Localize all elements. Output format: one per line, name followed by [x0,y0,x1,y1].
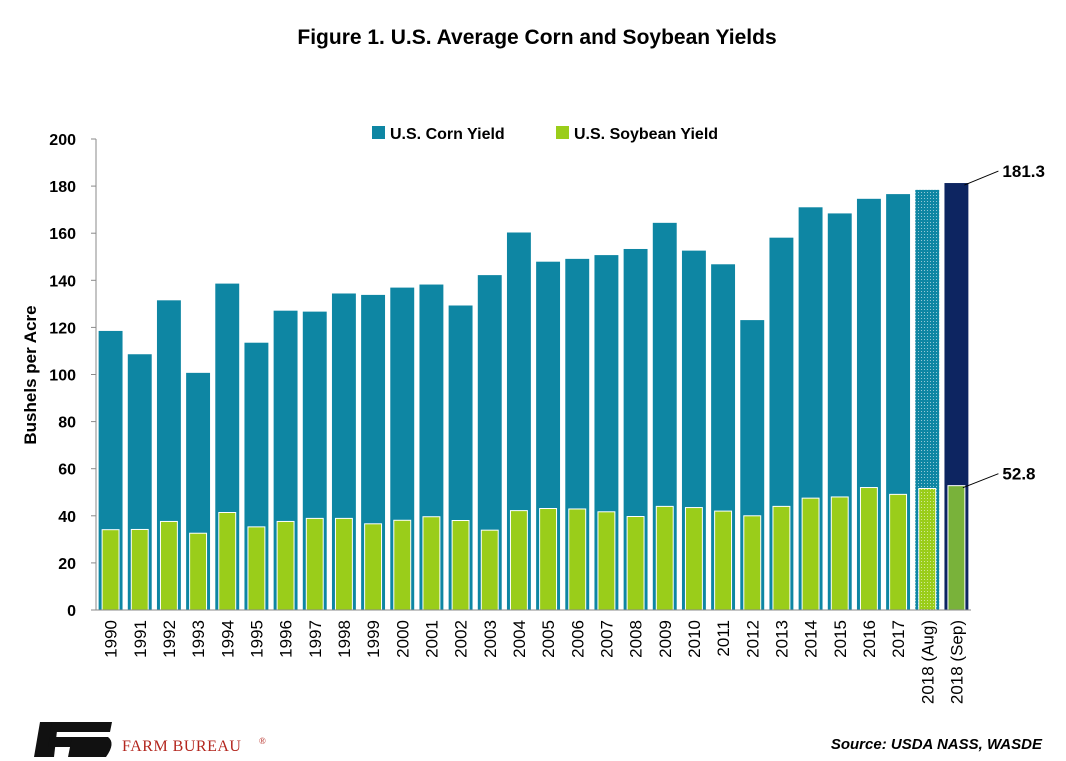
soybean-bar-2018 (Aug) [918,487,937,611]
x-tick-label: 1991 [131,620,150,658]
x-tick-label: 1994 [218,620,237,658]
y-tick-label: 80 [58,415,76,432]
legend-label-corn: U.S. Corn Yield [390,126,505,143]
x-tick-label: 2001 [422,620,441,658]
soybean-bar-2003 [480,529,499,611]
y-tick-label: 60 [58,462,76,479]
soybean-bar-1993 [189,532,208,611]
soybean-bar-2016 [859,487,878,611]
soybean-bar-2007 [597,511,616,611]
x-tick-label: 2016 [860,620,879,658]
soybean-bar-1997 [305,517,324,611]
y-tick-label: 20 [58,556,76,573]
soybean-bar-1996 [276,520,295,611]
soybean-bar-2013 [772,505,791,611]
x-tick-label: 2005 [539,620,558,658]
y-tick-label: 180 [49,179,76,196]
x-tick-label: 2004 [510,620,529,658]
callout-corn-value: 181.3 [1002,162,1045,181]
soybean-bar-2004 [509,510,528,611]
legend-swatch-corn [372,126,385,139]
legend: U.S. Corn Yield U.S. Soybean Yield [372,126,718,143]
source-note: Source: USDA NASS, WASDE [831,736,1043,753]
soybean-bar-1995 [247,526,266,611]
x-tick-label: 2012 [743,620,762,658]
soybean-bar-2017 [889,493,908,611]
callout-line-corn [964,170,999,186]
x-tick-label: 1990 [102,620,121,658]
y-tick-label: 100 [49,368,76,385]
callout-soybean-value: 52.8 [1002,465,1035,484]
x-tick-label: 2013 [772,620,791,658]
soybean-bar-2010 [684,507,703,611]
x-tick-label: 2002 [452,620,471,658]
soybean-bar-1991 [130,528,149,611]
soybean-bar-2006 [568,508,587,611]
soybean-bar-1992 [159,520,178,611]
registered-mark: ® [259,736,266,746]
chart-title: Figure 1. U.S. Average Corn and Soybean … [297,26,776,49]
corn-bar-2003 [477,275,502,610]
soybean-bar-2011 [714,510,733,611]
x-tick-label: 2008 [627,620,646,658]
soybean-bar-1994 [218,512,237,611]
y-axis-label: Bushels per Acre [21,305,40,444]
soybean-bar-2014 [801,497,820,611]
y-tick-label: 140 [49,273,76,290]
callouts: 181.3 52.8 [962,162,1045,489]
soybean-bar-1990 [101,529,120,611]
x-tick-label: 1996 [277,620,296,658]
soybean-bar-2012 [743,515,762,611]
x-tick-label: 2010 [685,620,704,658]
x-tick-label: 2017 [889,620,908,658]
x-tick-label: 2015 [831,620,850,658]
farm-bureau-name: FARM BUREAU [122,738,241,755]
y-tick-label: 0 [67,603,76,620]
x-axis: 1990 1991 1992 1993 1994 1995 1996 1997 1998 1999… [96,609,971,704]
x-tick-label: 2006 [568,620,587,658]
y-tick-label: 200 [49,132,76,149]
x-tick-label: 1995 [247,620,266,658]
soybean-bar-2005 [539,507,558,611]
soybean-bar-1998 [334,517,353,611]
farm-bureau-mark-icon [34,722,112,757]
x-tick-label: 2014 [802,620,821,658]
soybean-bar-1999 [364,523,383,611]
soybean-bar-2009 [655,505,674,611]
legend-label-soybean: U.S. Soybean Yield [574,126,718,143]
soybean-bar-2002 [451,520,470,611]
soybean-bar-2001 [422,516,441,611]
x-tick-label: 2018 (Aug) [918,620,937,704]
x-tick-label: 2018 (Sep) [947,620,966,704]
y-tick-label: 160 [49,226,76,243]
y-tick-label: 40 [58,509,76,526]
x-tick-label: 1999 [364,620,383,658]
soybean-bar-2015 [830,496,849,611]
x-tick-label: 1998 [335,620,354,658]
soybean-bar-2018 (Sep) [947,485,966,611]
x-tick-label: 2009 [656,620,675,658]
soybean-bar-2008 [626,516,645,611]
x-tick-label: 2000 [393,620,412,658]
x-tick-label: 1993 [189,620,208,658]
x-tick-label: 1992 [160,620,179,658]
farm-bureau-logo: FARM BUREAU ® [34,722,266,757]
x-tick-label: 2007 [597,620,616,658]
bars [98,183,969,611]
x-tick-label: 1997 [306,620,325,658]
x-tick-label: 2003 [481,620,500,658]
y-axis: 0 20 40 60 80 100 120 140 160 180 200 [49,132,97,620]
soybean-bar-2000 [393,519,412,611]
callout-line-soybean [962,473,999,489]
legend-swatch-soybean [556,126,569,139]
x-tick-label: 2011 [714,620,733,657]
y-tick-label: 120 [49,320,76,337]
